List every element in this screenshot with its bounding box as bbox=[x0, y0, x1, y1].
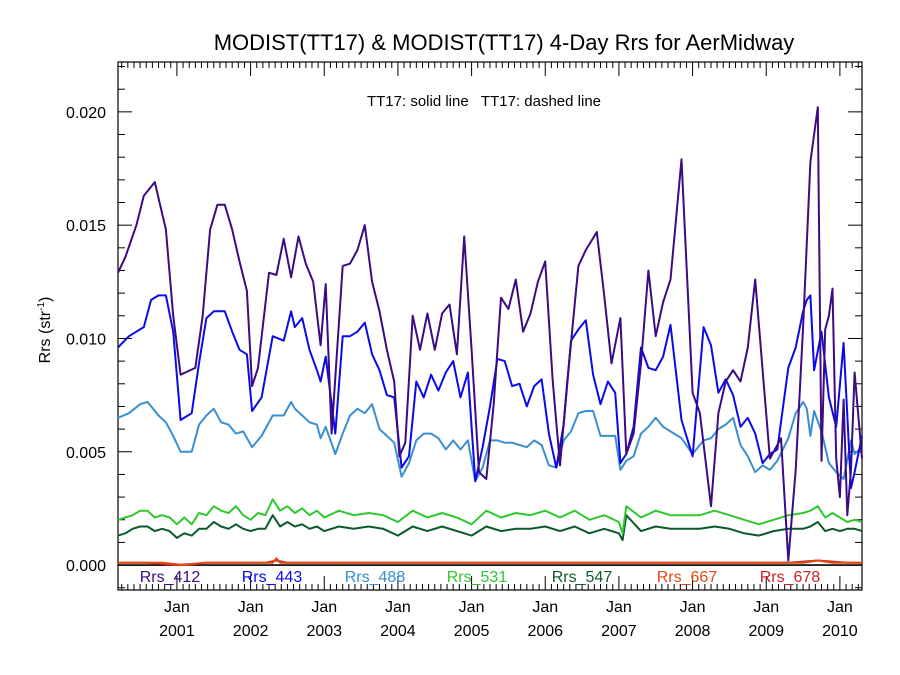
x-tick-month-label: Jan bbox=[532, 599, 558, 616]
legend-entry-rrs-488: Rrs_488 bbox=[345, 569, 406, 586]
x-tick-month-label: Jan bbox=[606, 599, 632, 616]
series-line-rrs-547 bbox=[117, 514, 863, 542]
x-tick-year-label: 2003 bbox=[306, 623, 342, 640]
x-tick-year-label: 2010 bbox=[822, 623, 858, 640]
y-axis-label-main: Rrs (str bbox=[37, 310, 54, 363]
x-tick-year-label: 2006 bbox=[527, 623, 563, 640]
y-axis-label-superscript: -1 bbox=[36, 302, 47, 311]
legend-entry-rrs-678: Rrs_678 bbox=[760, 569, 821, 586]
x-tick-month-label: Jan bbox=[238, 599, 264, 616]
x-tick-year-label: 2002 bbox=[233, 623, 269, 640]
plot-area: 0.000 0.005 0.010 0.015 0.020 Jan 2001 Jan 2002 J… bbox=[66, 61, 863, 640]
series-line-rrs-412 bbox=[117, 106, 863, 562]
y-tick-label: 0.005 bbox=[66, 445, 106, 462]
x-tick-month-label: Jan bbox=[311, 599, 337, 616]
x-tick-year-label: 2005 bbox=[454, 623, 490, 640]
x-tick-year-label: 2001 bbox=[159, 623, 195, 640]
y-tick-label: 0.020 bbox=[66, 105, 106, 122]
series-line-rrs-488 bbox=[117, 400, 863, 483]
x-tick-month-label: Jan bbox=[459, 599, 485, 616]
legend-entry-rrs-667: Rrs_667 bbox=[657, 569, 718, 586]
x-tick-year-label: 2008 bbox=[675, 623, 711, 640]
legend-entry-rrs-412: Rrs_412 bbox=[140, 569, 201, 586]
x-tick-year-label: 2007 bbox=[601, 623, 637, 640]
x-tick-month-label: Jan bbox=[753, 599, 779, 616]
series-line-rrs-531 bbox=[117, 498, 863, 535]
series-line-rrs-667 bbox=[118, 557, 862, 567]
legend-entry-rrs-531: Rrs_531 bbox=[447, 569, 508, 586]
y-axis-label-end: ) bbox=[37, 297, 54, 302]
x-tick-month-label: Jan bbox=[164, 599, 190, 616]
legend-entry-rrs-443: Rrs_443 bbox=[242, 569, 303, 586]
chart-title: MODIST(TT17) & MODIST(TT17) 4-Day Rrs fo… bbox=[214, 30, 795, 55]
x-tick-month-label: Jan bbox=[680, 599, 706, 616]
x-tick-year-label: 2009 bbox=[748, 623, 784, 640]
series-line-rrs-443 bbox=[117, 294, 863, 489]
x-tick-month-label: Jan bbox=[827, 599, 853, 616]
y-tick-label: 0.000 bbox=[66, 558, 106, 575]
y-tick-label: 0.015 bbox=[66, 218, 106, 235]
y-axis-label: Rrs (str-1) bbox=[36, 297, 54, 364]
y-tick-label: 0.010 bbox=[66, 331, 106, 348]
line-style-note: TT17: solid line TT17: dashed line bbox=[367, 93, 601, 110]
x-tick-month-label: Jan bbox=[385, 599, 411, 616]
x-tick-year-label: 2004 bbox=[380, 623, 416, 640]
legend-entry-rrs-547: Rrs_547 bbox=[552, 569, 613, 586]
